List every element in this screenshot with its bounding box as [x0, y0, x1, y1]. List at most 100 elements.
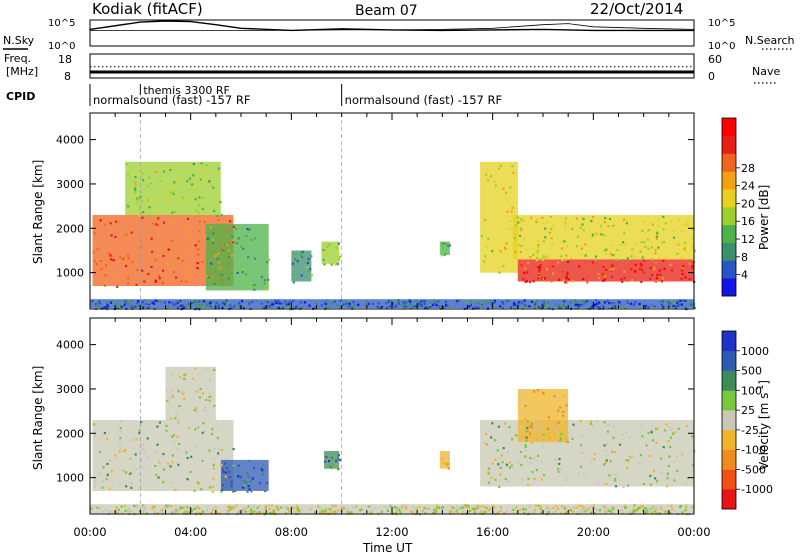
- colorbar-tick-label: 25: [741, 404, 755, 417]
- scatter-point: [327, 244, 330, 247]
- scatter-point: [179, 177, 182, 180]
- scatter-point: [516, 216, 520, 219]
- scatter-point: [216, 257, 219, 261]
- scatter-point: [183, 511, 186, 514]
- scatter-point: [128, 509, 131, 513]
- scatter-point: [93, 260, 96, 263]
- power-x-ticks: [89, 113, 695, 309]
- scatter-point: [434, 302, 437, 305]
- scatter-point: [142, 211, 145, 214]
- scatter-point: [680, 257, 683, 260]
- scatter-point: [593, 453, 596, 456]
- scatter-point: [197, 166, 200, 169]
- scatter-point: [630, 268, 633, 271]
- scatter-point: [562, 299, 565, 302]
- scatter-point: [692, 464, 695, 467]
- scatter-point: [580, 511, 583, 514]
- scatter-point: [651, 507, 654, 510]
- scatter-point: [469, 301, 472, 304]
- scatter-point: [684, 506, 687, 509]
- scatter-point: [534, 504, 537, 507]
- scatter-point: [155, 170, 158, 174]
- scatter-point: [580, 435, 584, 438]
- scatter-point: [662, 446, 665, 449]
- scatter-point: [514, 232, 517, 235]
- scatter-point: [151, 222, 154, 225]
- scatter-point: [126, 254, 130, 257]
- scatter-point: [120, 505, 123, 508]
- scatter-point: [584, 510, 587, 513]
- scatter-point: [390, 299, 393, 302]
- scatter-point: [677, 243, 680, 246]
- scatter-point: [253, 504, 256, 507]
- scatter-point: [123, 504, 126, 508]
- scatter-point: [169, 201, 172, 204]
- scatter-point: [661, 300, 664, 303]
- colorbar-tick-label: 28: [741, 162, 755, 175]
- scatter-point: [612, 278, 615, 281]
- scatter-point: [565, 258, 568, 261]
- scatter-point: [611, 450, 614, 453]
- scatter-point: [649, 277, 652, 280]
- scatter-point: [518, 234, 522, 237]
- scatter-point: [603, 505, 606, 508]
- velocity-colorbar-label: Velocity [m s-1]: [756, 380, 771, 470]
- velocity-colorbar-label-sup: -1: [756, 385, 765, 393]
- scatter-point: [563, 240, 566, 243]
- scatter-point: [232, 239, 235, 242]
- noise-panel: N.Sky 10^5 10^0 10^5 10^0 N.Search: [3, 18, 795, 52]
- scatter-point: [447, 305, 450, 308]
- scatter-point: [203, 430, 206, 433]
- scatter-point: [288, 510, 291, 513]
- scatter-point: [179, 247, 182, 250]
- scatter-point: [669, 445, 672, 449]
- scatter-point: [164, 194, 167, 197]
- scatter-point: [527, 512, 531, 515]
- scatter-point: [317, 507, 320, 510]
- scatter-point: [242, 267, 245, 270]
- scatter-point: [466, 506, 469, 509]
- scatter-point: [484, 218, 487, 222]
- scatter-point: [487, 481, 491, 484]
- scatter-point: [645, 444, 648, 447]
- scatter-point: [300, 306, 303, 309]
- y-tick-label: 3000: [56, 178, 84, 191]
- scatter-point: [295, 505, 298, 508]
- scatter-point: [284, 300, 287, 303]
- scatter-point: [171, 461, 174, 464]
- scatter-point: [590, 219, 593, 223]
- scatter-point: [525, 248, 528, 251]
- scatter-point: [494, 506, 497, 509]
- scatter-point: [190, 455, 193, 458]
- scatter-point: [221, 301, 224, 304]
- scatter-point: [456, 508, 460, 511]
- scatter-point: [325, 300, 328, 303]
- scatter-point: [104, 508, 107, 512]
- scatter-point: [154, 450, 158, 453]
- scatter-point: [178, 405, 181, 408]
- scatter-point: [664, 222, 667, 225]
- scatter-point: [93, 505, 96, 508]
- scatter-point: [198, 230, 201, 233]
- scatter-point: [612, 304, 615, 307]
- scatter-point: [215, 301, 218, 304]
- scatter-point: [603, 301, 606, 304]
- scatter-point: [182, 392, 185, 395]
- scatter-point: [209, 273, 212, 276]
- scatter-point: [562, 279, 565, 282]
- scatter-point: [620, 243, 623, 246]
- scatter-point: [539, 507, 542, 510]
- scatter-point: [550, 280, 553, 283]
- scatter-point: [267, 284, 270, 288]
- scatter-point: [509, 461, 512, 464]
- colorbar-segment: [722, 350, 736, 371]
- scatter-point: [232, 225, 235, 228]
- scatter-point: [217, 306, 220, 309]
- scatter-point: [682, 260, 685, 263]
- scatter-point: [176, 508, 179, 511]
- scatter-point: [665, 511, 668, 514]
- scatter-point: [185, 511, 188, 514]
- scatter-point: [275, 301, 278, 304]
- scatter-point: [544, 236, 547, 239]
